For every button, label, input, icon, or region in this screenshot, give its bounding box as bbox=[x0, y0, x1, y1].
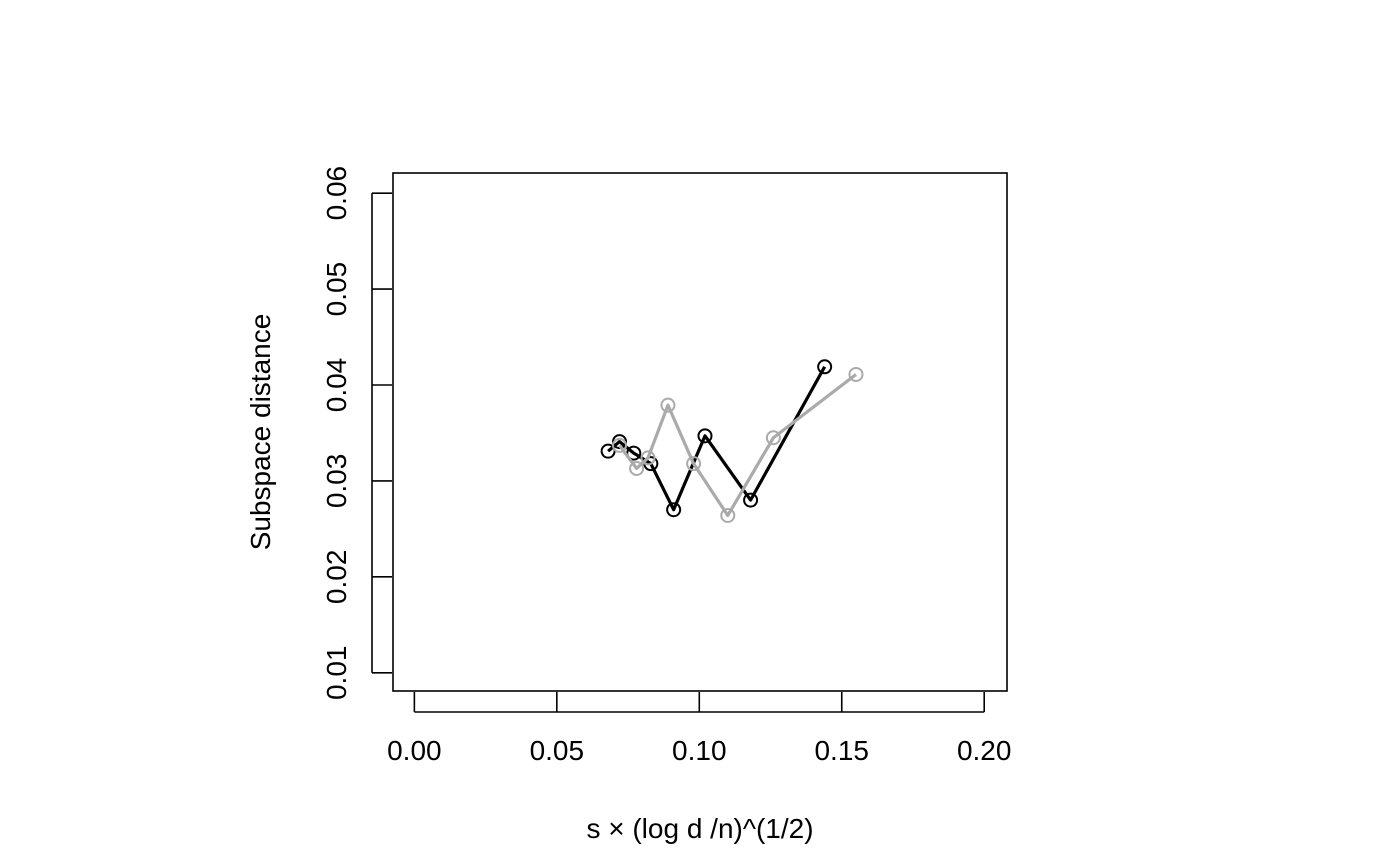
y-tick-label: 0.03 bbox=[321, 454, 352, 509]
series-layer bbox=[600, 359, 864, 523]
data-point bbox=[660, 397, 676, 413]
series-2 bbox=[612, 366, 864, 523]
data-point bbox=[817, 359, 833, 375]
plot-frame bbox=[392, 172, 1008, 692]
data-point bbox=[848, 366, 864, 382]
x-axis: 0.00 0.05 0.10 0.15 0.20 bbox=[387, 692, 1011, 766]
data-point bbox=[640, 450, 656, 466]
y-tick-label: 0.02 bbox=[321, 550, 352, 605]
data-point bbox=[686, 456, 702, 472]
y-axis: 0.01 0.02 0.03 0.04 0.05 0.06 bbox=[321, 166, 392, 700]
data-point bbox=[626, 445, 642, 461]
y-tick-label: 0.04 bbox=[321, 358, 352, 413]
x-tick-label: 0.10 bbox=[672, 735, 727, 766]
y-tick-label: 0.06 bbox=[321, 166, 352, 221]
x-tick-label: 0.05 bbox=[530, 735, 585, 766]
x-tick-label: 0.15 bbox=[814, 735, 869, 766]
x-axis-title: s × (log d /n)^(1/2) bbox=[586, 813, 813, 844]
x-tick-label: 0.20 bbox=[957, 735, 1012, 766]
y-axis-title: Subspace distance bbox=[245, 314, 276, 551]
data-point bbox=[600, 443, 616, 459]
data-point bbox=[629, 460, 645, 476]
data-point bbox=[697, 428, 713, 444]
data-point bbox=[720, 507, 736, 523]
series-1 bbox=[600, 359, 833, 518]
data-point bbox=[612, 437, 628, 453]
series-line bbox=[607, 365, 827, 512]
y-tick-label: 0.05 bbox=[321, 262, 352, 317]
data-point bbox=[765, 430, 781, 446]
data-point bbox=[743, 492, 759, 508]
series-line bbox=[618, 373, 857, 518]
data-point bbox=[666, 502, 682, 518]
y-tick-label: 0.01 bbox=[321, 646, 352, 701]
x-tick-label: 0.00 bbox=[387, 735, 442, 766]
